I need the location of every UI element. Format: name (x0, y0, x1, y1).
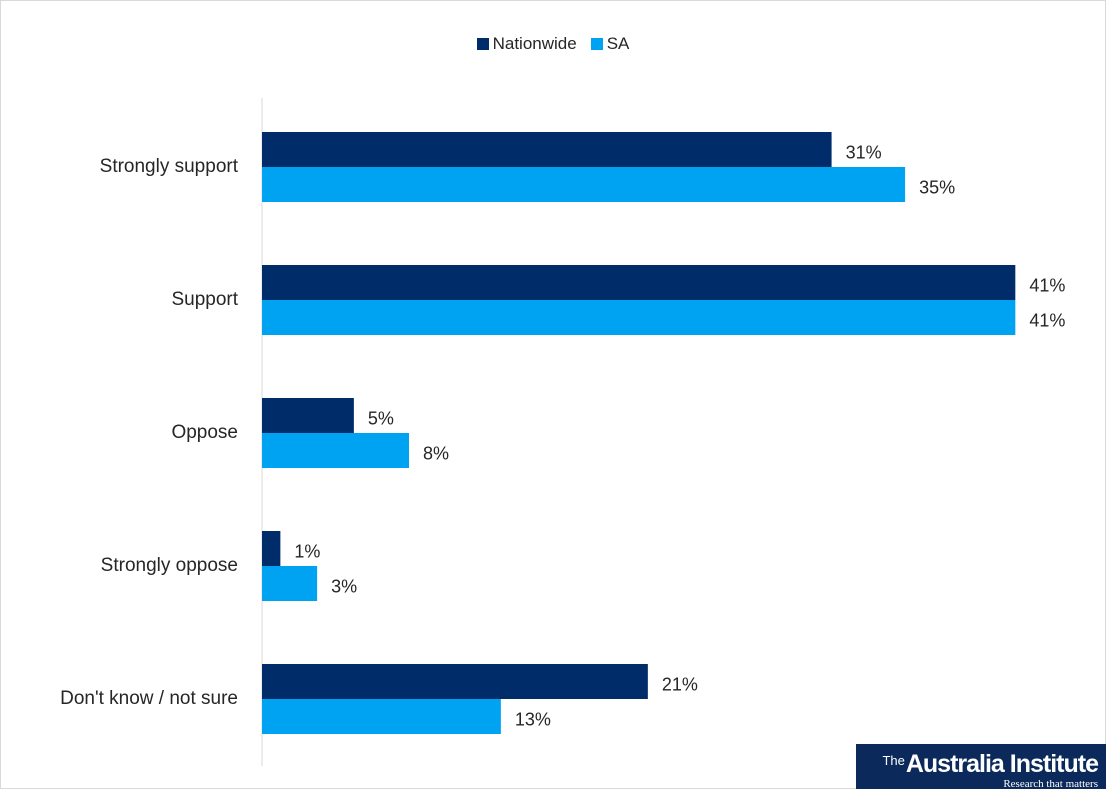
legend-item-sa: SA (590, 34, 630, 54)
bar-sa-strongly-oppose (262, 566, 318, 601)
legend-label-sa: SA (606, 34, 630, 53)
category-label-strongly-oppose: Strongly oppose (101, 555, 238, 576)
bar-sa-strongly-support (262, 167, 906, 202)
logo-tagline: Research that matters (1003, 778, 1098, 790)
data-label-nationwide-oppose: 5% (368, 408, 394, 428)
bar-sa-oppose (262, 433, 409, 468)
category-label-strongly-support: Strongly support (100, 156, 239, 177)
data-label-nationwide-strongly-support: 31% (846, 142, 882, 162)
category-label-support: Support (171, 289, 238, 310)
bar-nationwide-strongly-support (262, 132, 832, 167)
legend-label-nationwide: Nationwide (492, 34, 577, 53)
logo-wordmark: TheAustralia Institute (856, 747, 1099, 778)
category-label-oppose: Oppose (171, 422, 238, 443)
data-label-sa-oppose: 8% (423, 443, 449, 463)
bar-sa-support (262, 300, 1016, 335)
legend-swatch-sa (590, 38, 603, 50)
legend-swatch-nationwide (476, 38, 489, 50)
bar-nationwide-strongly-oppose (262, 531, 281, 566)
bar-nationwide-don-t-know-not-sure (262, 664, 648, 699)
data-label-sa-don-t-know-not-sure: 13% (515, 709, 551, 729)
category-label-don-t-know-not-sure: Don't know / not sure (60, 688, 238, 709)
bar-nationwide-oppose (262, 398, 354, 433)
bar-sa-don-t-know-not-sure (262, 699, 501, 734)
bar-nationwide-support (262, 265, 1016, 300)
data-label-nationwide-don-t-know-not-sure: 21% (662, 674, 698, 694)
legend: Nationwide SA (0, 34, 1106, 54)
logo-prefix: The (882, 753, 905, 768)
australia-institute-logo: TheAustralia Institute Research that mat… (856, 744, 1106, 790)
logo-name: Australia Institute (905, 750, 1099, 778)
legend-item-nationwide: Nationwide (476, 34, 577, 54)
data-label-sa-support: 41% (1029, 310, 1065, 330)
data-label-nationwide-strongly-oppose: 1% (294, 541, 320, 561)
data-label-nationwide-support: 41% (1029, 275, 1065, 295)
data-label-sa-strongly-support: 35% (919, 177, 955, 197)
data-label-sa-strongly-oppose: 3% (331, 576, 357, 596)
